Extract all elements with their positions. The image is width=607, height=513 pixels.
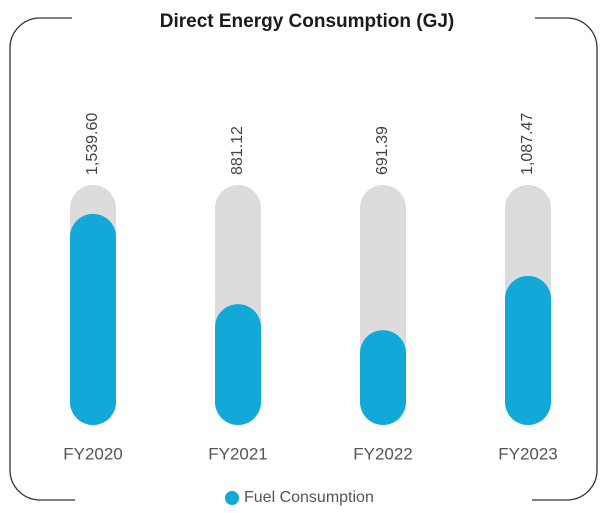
value-label: 1,087.47 (519, 113, 536, 175)
bar (215, 304, 261, 425)
bar (70, 213, 116, 425)
chart-title: Direct Energy Consumption (GJ) (160, 11, 455, 32)
x-tick-label: FY2020 (63, 444, 123, 463)
x-tick-label: FY2021 (208, 444, 268, 463)
value-label: 1,539.60 (84, 113, 101, 175)
frame (9, 17, 598, 501)
bar (360, 330, 406, 425)
bar (505, 275, 551, 425)
x-tick-label: FY2022 (353, 444, 413, 463)
value-label: 881.12 (229, 126, 246, 175)
legend-label: Fuel Consumption (244, 489, 374, 506)
value-label: 691.39 (374, 126, 391, 175)
legend-swatch (225, 491, 239, 505)
x-tick-label: FY2023 (498, 444, 558, 463)
